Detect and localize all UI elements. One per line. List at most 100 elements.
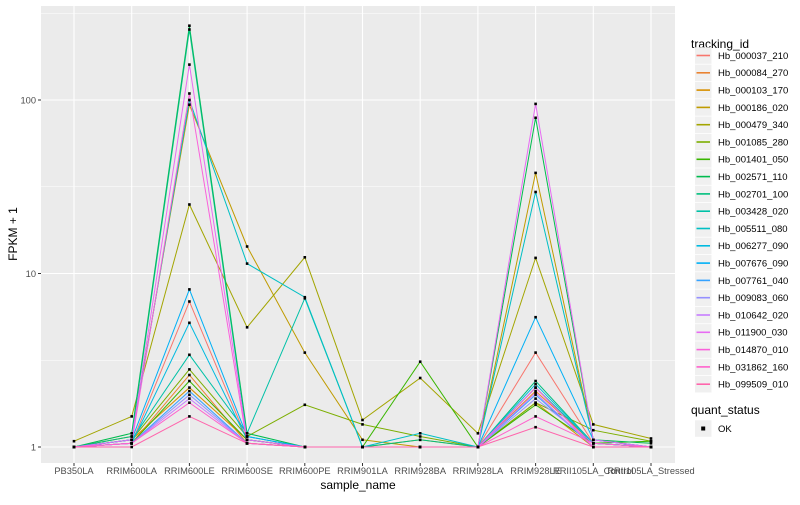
grid-lines (41, 6, 675, 463)
data-point (72, 439, 76, 443)
data-point (534, 351, 537, 354)
legend-item-label: Hb_009083_060 (718, 293, 788, 304)
x-tick-label: RRIM600LE (164, 466, 215, 476)
data-point (130, 432, 133, 435)
data-point (361, 418, 364, 422)
x-tick-label: RRII105LA_Control (553, 466, 634, 476)
data-point (534, 382, 537, 386)
data-point (188, 401, 191, 404)
legend-item-label: Hb_014870_010 (718, 345, 788, 356)
data-point (534, 401, 537, 404)
data-point (188, 103, 191, 106)
data-point (303, 256, 307, 259)
legend-item-label: Hb_005511_080 (718, 224, 788, 235)
data-point (649, 445, 653, 449)
quant-status-point-icon (701, 426, 706, 431)
data-point (534, 391, 537, 395)
x-tick-label: RRIM928LE (510, 466, 561, 476)
data-point (188, 321, 191, 325)
data-point (188, 389, 191, 393)
panel-background (41, 6, 675, 463)
data-point (534, 190, 537, 194)
data-point (245, 326, 249, 329)
data-point (534, 415, 537, 418)
x-tick-label: RRIM928BA (394, 466, 446, 476)
x-tick-label: PB350LA (54, 466, 94, 476)
data-point (476, 445, 480, 449)
data-point (188, 386, 191, 389)
data-point (130, 445, 133, 449)
x-tick-label: RRIM928LA (453, 466, 504, 476)
data-point (188, 353, 191, 357)
data-point (534, 393, 537, 397)
data-point (303, 351, 307, 354)
x-tick-label: RRIM901LA (337, 466, 388, 476)
data-point (130, 442, 133, 445)
legend-item-label: Hb_000103_170 (718, 86, 788, 97)
data-point (188, 98, 191, 102)
data-point (245, 438, 249, 442)
legend-item-label: Hb_000084_270 (718, 68, 788, 79)
data-point (188, 28, 191, 31)
data-point (534, 102, 537, 106)
data-point (418, 432, 422, 435)
legend-item-label: Hb_007676_090 (718, 259, 788, 270)
legend-item-label: Hb_010642_020 (718, 310, 788, 321)
legend-item-label: Hb_003428_020 (718, 207, 788, 218)
legend-item-label: Hb_006277_090 (718, 241, 788, 252)
legend-item-label: Hb_099509_010 (718, 380, 788, 391)
legend-items: Hb_000037_210 Hb_000084_270 Hb_000103_170 H… (695, 47, 788, 437)
x-tick-label: RRIM600SE (221, 466, 273, 476)
data-point (418, 438, 422, 442)
y-tick-label: 100 (20, 95, 36, 105)
data-point (649, 439, 653, 443)
data-point (418, 376, 422, 380)
data-point (592, 428, 595, 432)
legend-item-label: Hb_002571_110 (718, 172, 788, 183)
data-point (534, 389, 537, 393)
x-tick-label: RRII105LA_Stressed (607, 466, 694, 476)
plot-panel (41, 6, 675, 463)
data-point (188, 397, 191, 400)
data-point (592, 442, 595, 445)
data-point (592, 423, 595, 426)
data-point (534, 386, 537, 389)
data-point (72, 445, 76, 449)
data-point (534, 397, 537, 400)
data-point (303, 445, 307, 449)
data-point (245, 435, 249, 438)
data-point (418, 435, 422, 438)
legend-item-label: Hb_000479_340 (718, 120, 788, 131)
data-point (534, 256, 537, 260)
data-point (130, 415, 133, 418)
data-point (534, 425, 537, 429)
legend-item-label: Hb_011900_030 (718, 328, 788, 339)
data-point (534, 379, 537, 383)
legend-item-label: Hb_001401_050 (718, 155, 788, 166)
legend-title-quant-status: quant_status (691, 403, 760, 417)
data-point (130, 435, 133, 438)
data-point (303, 403, 307, 407)
data-point (534, 116, 537, 120)
y-axis-title: FPKM + 1 (6, 207, 20, 261)
data-point (649, 442, 653, 445)
x-axis-title: sample_name (320, 478, 396, 492)
legend-item-label: Hb_000186_020 (718, 103, 788, 114)
y-tick-label: 10 (26, 269, 36, 279)
data-point (188, 368, 191, 371)
data-point (476, 432, 480, 435)
data-point (188, 63, 191, 66)
axes: 1 10 100 PB350LA RRIM600LA RRIM600LE RRIM600SE… (20, 95, 694, 476)
data-point (534, 171, 537, 175)
data-point (188, 415, 191, 418)
legend-item-label: Hb_031862_160 (718, 362, 788, 373)
data-point (188, 393, 191, 397)
data-point (245, 245, 249, 248)
legend: tracking_id quant_status Hb_000037_210Hb… (691, 37, 788, 437)
data-point (188, 203, 191, 206)
legend-item-label: Hb_001085_280 (718, 137, 788, 148)
data-point (534, 315, 537, 319)
data-point (188, 288, 191, 291)
